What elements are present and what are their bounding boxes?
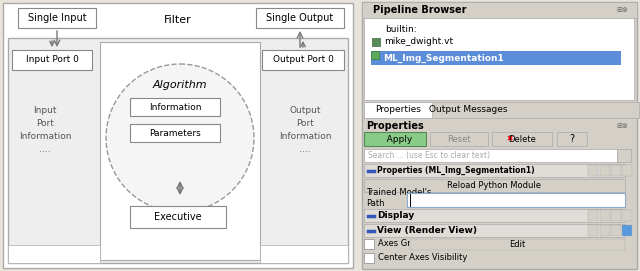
- FancyBboxPatch shape: [130, 98, 220, 116]
- FancyBboxPatch shape: [611, 225, 621, 236]
- Text: Properties (ML_Img_Segmentation1): Properties (ML_Img_Segmentation1): [377, 166, 534, 175]
- Text: Input Port 0: Input Port 0: [26, 56, 79, 64]
- FancyBboxPatch shape: [557, 132, 587, 146]
- FancyBboxPatch shape: [617, 149, 631, 162]
- FancyBboxPatch shape: [600, 165, 610, 176]
- Text: Apply: Apply: [378, 134, 412, 144]
- FancyBboxPatch shape: [364, 18, 634, 100]
- Text: Output Messages: Output Messages: [429, 105, 508, 115]
- Text: Information: Information: [148, 102, 201, 111]
- Text: Display: Display: [377, 211, 414, 220]
- FancyBboxPatch shape: [364, 149, 617, 162]
- FancyBboxPatch shape: [130, 124, 220, 142]
- Text: Input
Port
Information
....: Input Port Information ....: [19, 106, 71, 154]
- FancyBboxPatch shape: [18, 8, 96, 28]
- Text: Algorithm: Algorithm: [153, 80, 207, 90]
- FancyBboxPatch shape: [371, 51, 621, 65]
- FancyBboxPatch shape: [8, 245, 100, 263]
- FancyBboxPatch shape: [611, 165, 621, 176]
- Text: ✖: ✖: [506, 134, 513, 144]
- Text: ⊞⊗: ⊞⊗: [616, 123, 628, 129]
- FancyBboxPatch shape: [600, 225, 610, 236]
- Text: Properties: Properties: [375, 105, 421, 115]
- Text: Output
Port
Information
....: Output Port Information ....: [279, 106, 332, 154]
- Text: Reset: Reset: [447, 134, 471, 144]
- FancyBboxPatch shape: [100, 42, 260, 260]
- FancyBboxPatch shape: [588, 210, 598, 221]
- FancyBboxPatch shape: [8, 38, 348, 263]
- FancyBboxPatch shape: [364, 224, 625, 237]
- FancyBboxPatch shape: [362, 2, 637, 269]
- FancyBboxPatch shape: [622, 165, 632, 176]
- Text: Output Port 0: Output Port 0: [273, 56, 333, 64]
- FancyBboxPatch shape: [611, 210, 621, 221]
- Text: Executive: Executive: [154, 212, 202, 222]
- FancyBboxPatch shape: [3, 3, 353, 268]
- FancyBboxPatch shape: [410, 239, 625, 250]
- Text: View (Render View): View (Render View): [377, 226, 477, 235]
- FancyBboxPatch shape: [492, 132, 552, 146]
- FancyBboxPatch shape: [364, 102, 639, 118]
- Text: Properties: Properties: [366, 121, 424, 131]
- FancyBboxPatch shape: [12, 50, 92, 70]
- FancyBboxPatch shape: [364, 179, 625, 192]
- Text: builtin:: builtin:: [385, 25, 417, 34]
- FancyBboxPatch shape: [364, 132, 426, 146]
- FancyBboxPatch shape: [260, 245, 348, 263]
- FancyBboxPatch shape: [600, 210, 610, 221]
- Text: ⊞⊗: ⊞⊗: [616, 7, 628, 13]
- FancyBboxPatch shape: [364, 239, 374, 249]
- Text: ML_Img_Segmentation1: ML_Img_Segmentation1: [383, 53, 504, 63]
- FancyBboxPatch shape: [371, 51, 379, 59]
- Text: Trained Model's
Path: Trained Model's Path: [366, 188, 431, 208]
- Text: Pipeline Browser: Pipeline Browser: [373, 5, 467, 15]
- Text: Parameters: Parameters: [149, 128, 201, 137]
- FancyBboxPatch shape: [372, 38, 380, 46]
- FancyBboxPatch shape: [588, 225, 598, 236]
- FancyBboxPatch shape: [256, 8, 344, 28]
- FancyBboxPatch shape: [588, 165, 598, 176]
- Text: Single Input: Single Input: [28, 13, 86, 23]
- Ellipse shape: [106, 64, 254, 212]
- FancyBboxPatch shape: [407, 193, 625, 207]
- FancyBboxPatch shape: [364, 164, 625, 177]
- Text: Single Output: Single Output: [266, 13, 333, 23]
- Text: Axes Grid: Axes Grid: [378, 240, 419, 249]
- Text: ?: ?: [570, 134, 575, 144]
- Text: Search ... (use Esc to clear text): Search ... (use Esc to clear text): [368, 151, 490, 160]
- FancyBboxPatch shape: [622, 210, 632, 221]
- Text: Delete: Delete: [508, 134, 536, 144]
- Text: Edit: Edit: [509, 240, 525, 249]
- FancyBboxPatch shape: [364, 209, 625, 222]
- FancyBboxPatch shape: [262, 50, 344, 70]
- FancyBboxPatch shape: [364, 102, 432, 118]
- Text: Center Axes Visibility: Center Axes Visibility: [378, 253, 467, 263]
- FancyBboxPatch shape: [130, 206, 226, 228]
- Text: Reload Python Module: Reload Python Module: [447, 181, 541, 190]
- FancyBboxPatch shape: [362, 2, 637, 18]
- Text: Filter: Filter: [164, 15, 192, 25]
- FancyBboxPatch shape: [364, 253, 374, 263]
- FancyBboxPatch shape: [430, 132, 488, 146]
- Text: mike_dwight.vt: mike_dwight.vt: [384, 37, 453, 47]
- FancyBboxPatch shape: [622, 225, 632, 236]
